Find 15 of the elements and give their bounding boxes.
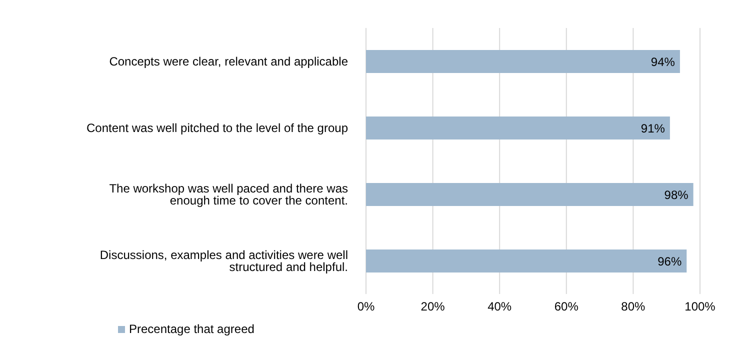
- y-tick-label: Discussions, examples and activities were well structured and helpful.: [100, 248, 348, 274]
- x-tick-label: 20%: [420, 300, 446, 314]
- y-tick-label: The workshop was well paced and there was enough time to cover the content.: [109, 182, 348, 208]
- y-tick-label: Concepts were clear, relevant and applicable: [109, 54, 348, 69]
- x-tick-label: 60%: [554, 300, 579, 314]
- data-label: 96%: [658, 254, 682, 268]
- x-tick-label: 100%: [684, 300, 716, 314]
- data-label: 91%: [640, 121, 666, 136]
- y-tick-label: Content was well pitched to the level of the group: [86, 121, 348, 136]
- x-tick-label: 80%: [621, 300, 646, 314]
- x-tick-label: 0%: [357, 300, 375, 314]
- data-label: 94%: [650, 54, 676, 69]
- x-tick-label: 40%: [488, 300, 512, 314]
- legend-label: Precentage that agreed: [129, 322, 254, 336]
- data-label: 98%: [664, 188, 689, 202]
